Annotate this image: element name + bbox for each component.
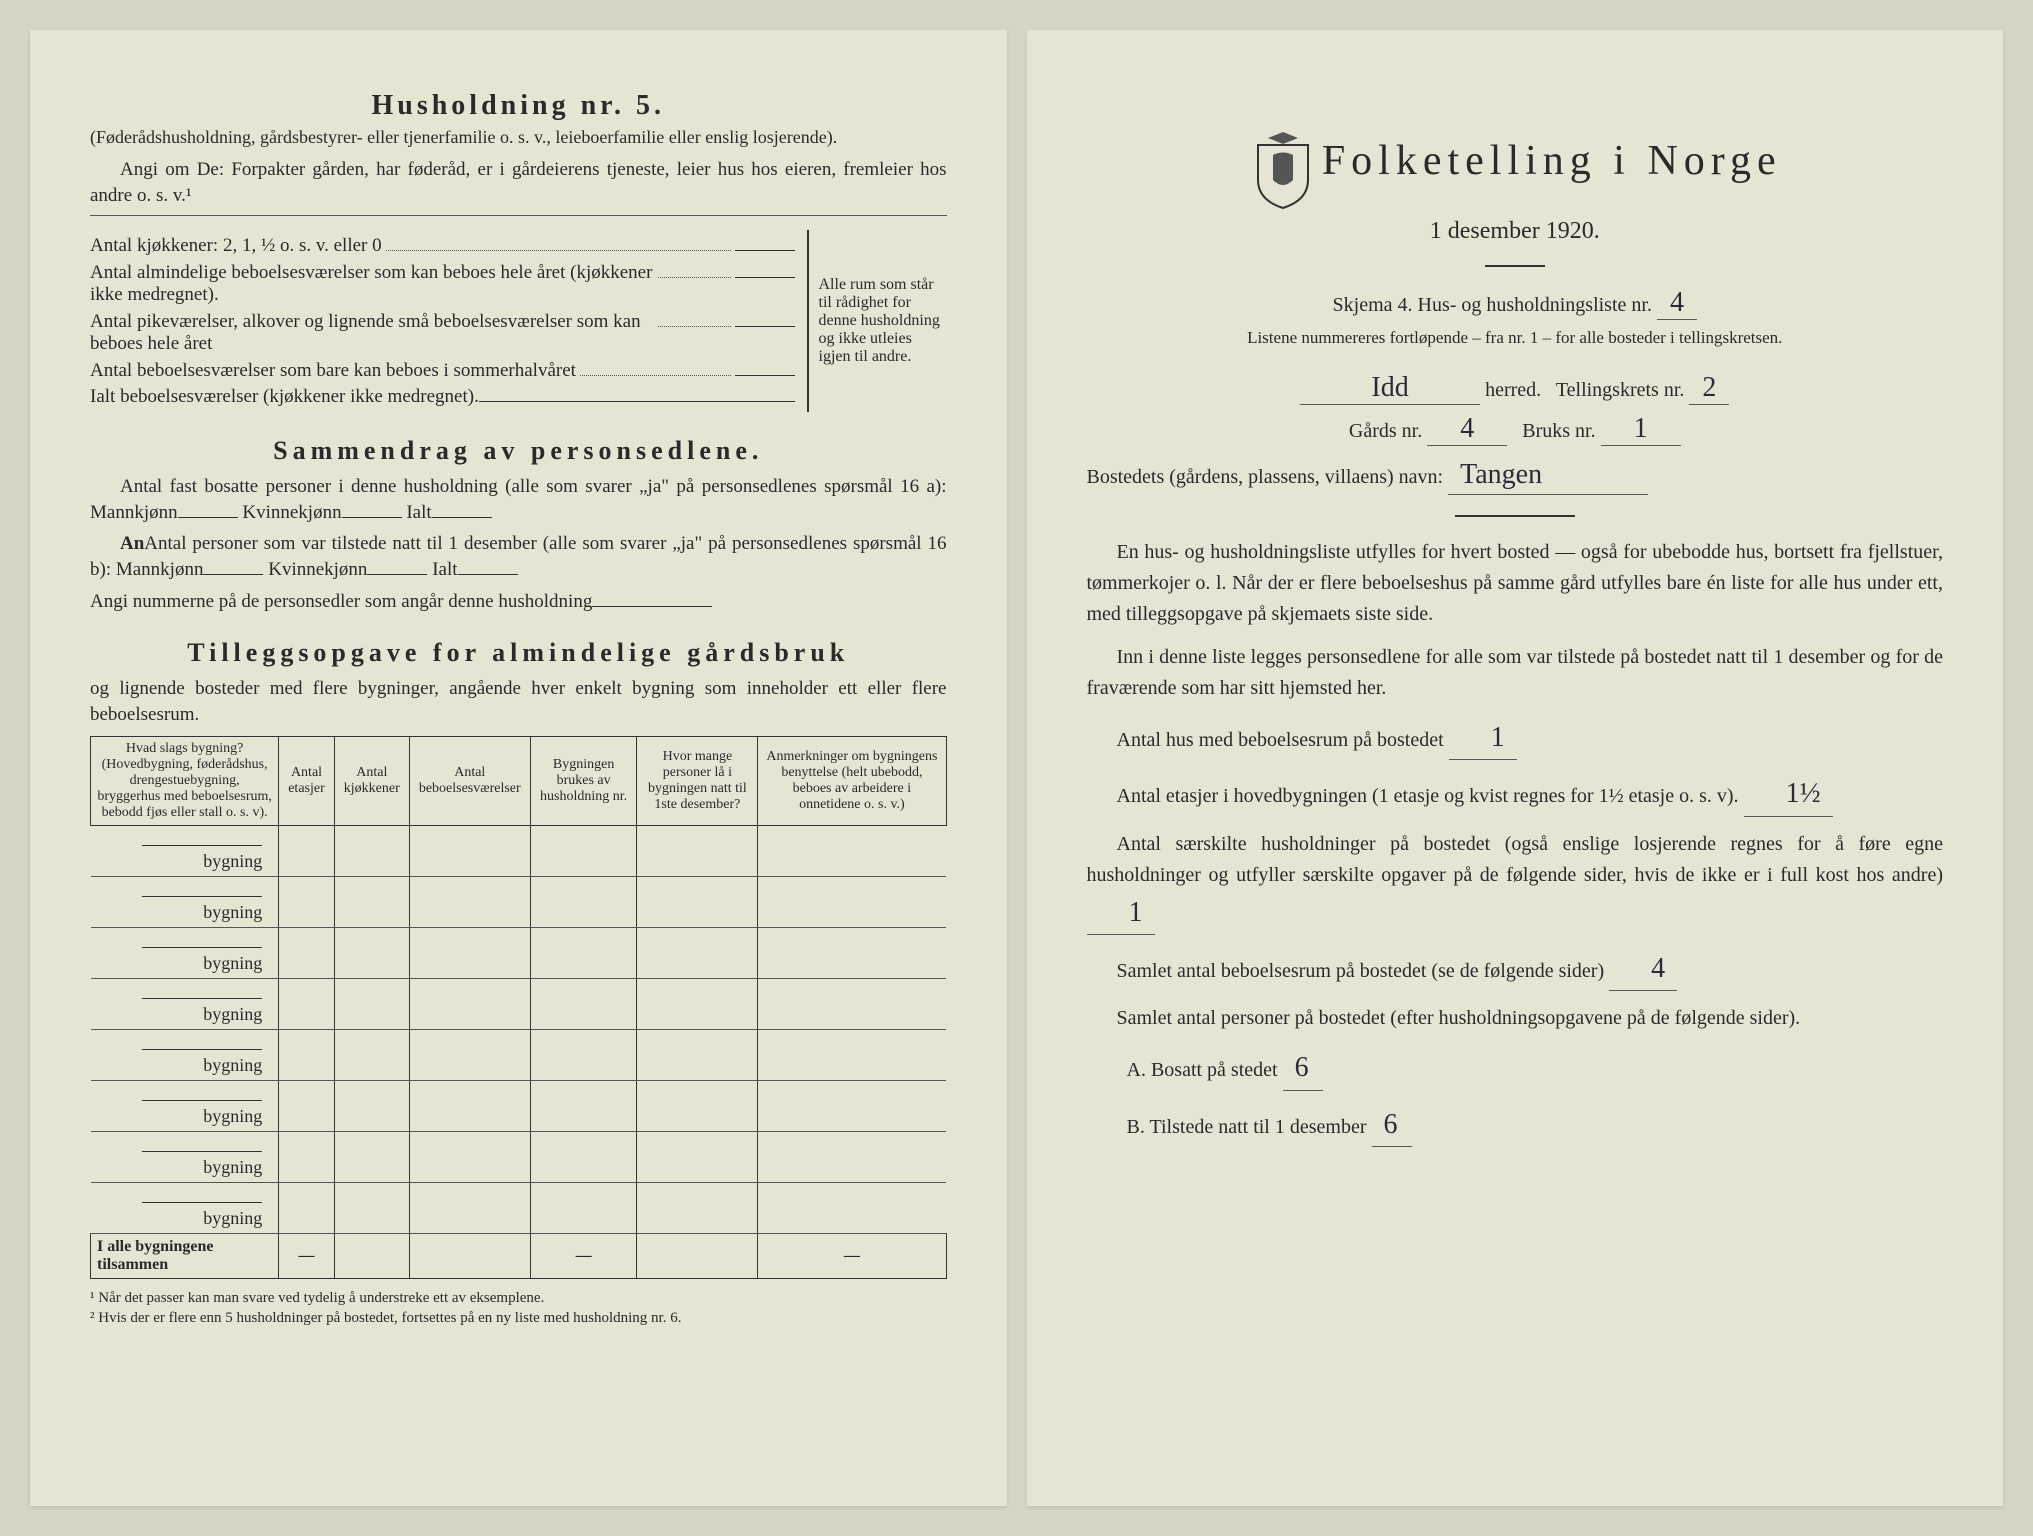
- col-personer: Hvor mange personer lå i bygningen natt …: [637, 736, 758, 825]
- table-row: bygning: [91, 826, 947, 877]
- table-total-row: I alle bygningene tilsammen ———: [91, 1234, 947, 1279]
- col-vaerelser: Antal beboelsesværelser: [409, 736, 530, 825]
- table-row: bygning: [91, 979, 947, 1030]
- herred-value: Idd: [1300, 372, 1480, 405]
- col-husholdning: Bygningen brukes av husholdning nr.: [530, 736, 637, 825]
- gards-line: Gårds nr. 4 Bruks nr. 1: [1087, 413, 1944, 446]
- table-header-row: Hvad slags bygning? (Hovedbygning, føder…: [91, 736, 947, 825]
- liste-nr-value: 4: [1657, 287, 1697, 320]
- summary-p2: AnAntal personer som var tilstede natt t…: [90, 531, 947, 582]
- table-row: bygning: [91, 1081, 947, 1132]
- para-1: En hus- og husholdningsliste utfylles fo…: [1087, 537, 1944, 630]
- footnote-1: ¹ Når det passer kan man svare ved tydel…: [90, 1289, 947, 1309]
- bracket-note: Alle rum som står til rådighet for denne…: [807, 230, 947, 412]
- samlet-rum-value: 4: [1609, 947, 1677, 991]
- samlet-pers-label: Samlet antal personer på bostedet (efter…: [1087, 1003, 1944, 1034]
- tillegg-title: Tilleggsopgave for almindelige gårdsbruk: [90, 638, 947, 668]
- table-row: bygning: [91, 1030, 947, 1081]
- etasjer-value: 1½: [1744, 772, 1833, 816]
- antal-hus-value: 1: [1449, 716, 1517, 760]
- etasjer-line: Antal etasjer i hovedbygningen (1 etasje…: [1087, 772, 1944, 816]
- bosted-value: Tangen: [1448, 456, 1648, 495]
- rooms-bracket-section: Antal kjøkkener: 2, 1, ½ o. s. v. eller …: [90, 230, 947, 412]
- footnotes: ¹ Når det passer kan man svare ved tydel…: [90, 1289, 947, 1328]
- bruks-value: 1: [1601, 413, 1681, 446]
- kitchens-label: Antal kjøkkener: 2, 1, ½ o. s. v. eller …: [90, 235, 382, 257]
- summary-p1: Antal fast bosatte personer i denne hush…: [90, 474, 947, 525]
- herred-line: Idd herred. Tellingskrets nr. 2: [1087, 372, 1944, 405]
- tillegg-sub: og lignende bosteder med flere bygninger…: [90, 676, 947, 727]
- buildings-table: Hvad slags bygning? (Hovedbygning, føder…: [90, 736, 947, 1279]
- col-anmerkninger: Anmerkninger om bygningens benyttelse (h…: [758, 736, 946, 825]
- bosted-line: Bostedets (gårdens, plassens, villaens) …: [1087, 456, 1944, 495]
- footnote-2: ² Hvis der er flere enn 5 husholdninger …: [90, 1309, 947, 1329]
- household-5-instruction: Angi om De: Forpakter gården, har føderå…: [90, 157, 947, 208]
- gards-value: 4: [1427, 413, 1507, 446]
- col-kjokkener: Antal kjøkkener: [334, 736, 409, 825]
- a-value: 6: [1283, 1046, 1323, 1090]
- rooms-total: Ialt beboelsesværelser (kjøkkener ikke m…: [90, 386, 479, 408]
- coat-of-arms-icon: [1248, 130, 1318, 210]
- nummer-note: Listene nummereres fortløpende – fra nr.…: [1087, 328, 1944, 348]
- table-row: bygning: [91, 877, 947, 928]
- item-a: A. Bosatt på stedet 6: [1127, 1046, 1944, 1090]
- item-b: B. Tilstede natt til 1 desember 6: [1127, 1103, 1944, 1147]
- left-page: Husholdning nr. 5. (Føderådshusholdning,…: [30, 30, 1007, 1506]
- para-2: Inn i denne liste legges personsedlene f…: [1087, 642, 1944, 704]
- household-5-note: (Føderådshusholdning, gårdsbestyrer- ell…: [90, 126, 947, 149]
- krets-value: 2: [1689, 372, 1729, 405]
- rooms-a: Antal almindelige beboelsesværelser som …: [90, 262, 654, 306]
- col-bygning: Hvad slags bygning? (Hovedbygning, føder…: [91, 736, 279, 825]
- col-etasjer: Antal etasjer: [279, 736, 335, 825]
- total-label: I alle bygningene tilsammen: [91, 1234, 279, 1279]
- antal-hus-line: Antal hus med beboelsesrum på bostedet 1: [1087, 716, 1944, 760]
- b-value: 6: [1372, 1103, 1412, 1147]
- rooms-c: Antal beboelsesværelser som bare kan beb…: [90, 360, 576, 382]
- husholdninger-line: Antal særskilte husholdninger på bostede…: [1087, 829, 1944, 935]
- census-date: 1 desember 1920.: [1087, 218, 1944, 245]
- household-5-title: Husholdning nr. 5.: [90, 90, 947, 122]
- husholdninger-value: 1: [1087, 891, 1155, 935]
- skjema-line: Skjema 4. Hus- og husholdningsliste nr. …: [1087, 287, 1944, 320]
- summary-p3: Angi nummerne på de personsedler som ang…: [90, 589, 947, 615]
- summary-title: Sammendrag av personsedlene.: [90, 436, 947, 466]
- table-row: bygning: [91, 1183, 947, 1234]
- table-row: bygning: [91, 928, 947, 979]
- rooms-b: Antal pikeværelser, alkover og lignende …: [90, 311, 654, 355]
- samlet-rum-line: Samlet antal beboelsesrum på bostedet (s…: [1087, 947, 1944, 991]
- table-row: bygning: [91, 1132, 947, 1183]
- main-title: Folketelling i Norge: [1322, 138, 1782, 184]
- right-page: Folketelling i Norge 1 desember 1920. Sk…: [1027, 30, 2004, 1506]
